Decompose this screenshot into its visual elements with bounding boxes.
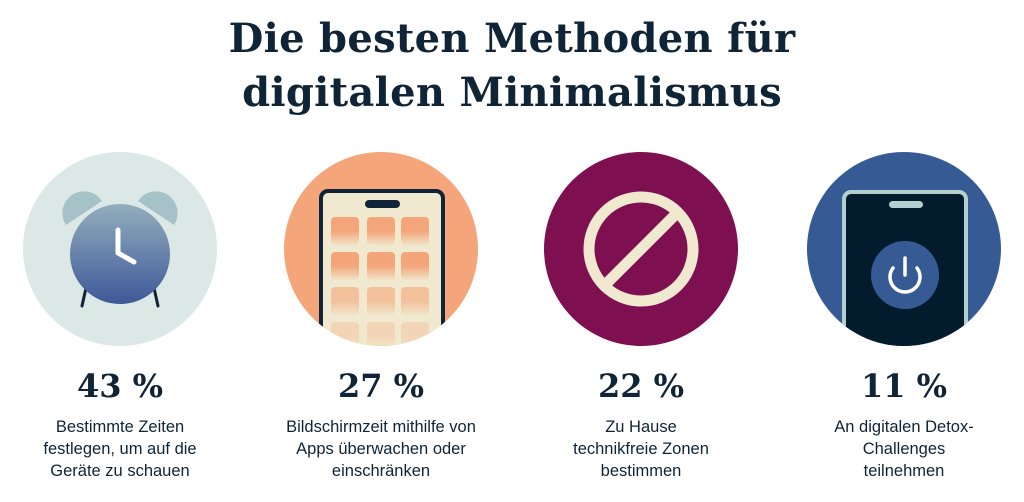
stat-card-set-times: 43 % Bestimmte Zeiten festlegen, um auf … [0, 150, 240, 482]
page-title: Die besten Methoden für digitalen Minima… [0, 12, 1024, 120]
desc-line: teilnehmen [863, 462, 945, 480]
title-line-1: Die besten Methoden für [228, 15, 796, 62]
desc-line: Bestimmte Zeiten [55, 418, 185, 436]
desc-line: technikfreie Zonen [573, 440, 709, 458]
stat-description: Zu Hause technikfreie Zonen bestimmen [521, 416, 761, 482]
title-line-2: digitalen Minimalismus [242, 69, 782, 116]
desc-line: festlegen, um auf die [43, 440, 197, 458]
stat-percent: 43 % [76, 367, 164, 405]
stat-percent: 27 % [337, 367, 425, 405]
desc-line: An digitalen Detox- [834, 418, 974, 436]
smartphone-apps-icon [284, 152, 478, 346]
prohibited-icon [544, 152, 738, 346]
stat-description: An digitalen Detox- Challenges teilnehme… [784, 416, 1024, 482]
stat-card-tech-free-zones: 22 % Zu Hause technikfreie Zonen bestimm… [521, 150, 761, 482]
desc-line: Apps überwachen oder [296, 440, 466, 458]
stat-percent: 22 % [597, 367, 685, 405]
desc-line: Geräte zu schauen [50, 462, 190, 480]
stat-description: Bildschirmzeit mithilfe von Apps überwac… [261, 416, 501, 482]
desc-line: Zu Hause [605, 418, 677, 436]
stat-card-screen-time-apps: 27 % Bildschirmzeit mithilfe von Apps üb… [261, 150, 501, 482]
stat-description: Bestimmte Zeiten festlegen, um auf die G… [0, 416, 240, 482]
stat-percent: 11 % [860, 367, 948, 405]
desc-line: Challenges [862, 440, 946, 458]
phone-power-icon [807, 152, 1001, 346]
alarm-clock-icon [23, 152, 217, 346]
stat-card-digital-detox: 11 % An digitalen Detox- Challenges teil… [784, 150, 1024, 482]
desc-line: einschränken [331, 462, 431, 480]
desc-line: bestimmen [600, 462, 682, 480]
desc-line: Bildschirmzeit mithilfe von [286, 418, 476, 436]
